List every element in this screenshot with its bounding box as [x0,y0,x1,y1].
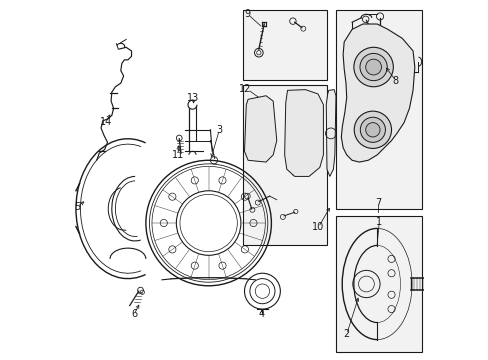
Circle shape [360,117,385,142]
Text: 5: 5 [74,202,80,212]
Polygon shape [244,96,276,162]
Text: 13: 13 [187,93,199,103]
Bar [335,216,421,352]
Circle shape [359,53,386,81]
Polygon shape [325,90,335,176]
Text: 2: 2 [343,329,349,339]
Text: 8: 8 [392,76,398,86]
Text: 3: 3 [216,125,222,135]
Text: 1: 1 [375,217,381,227]
Text: 12: 12 [239,84,251,94]
Bar [242,85,326,244]
Bar [242,10,326,80]
Circle shape [365,59,381,75]
Circle shape [353,47,392,87]
Text: 6: 6 [131,310,137,319]
Circle shape [365,123,379,137]
Text: 7: 7 [374,198,381,208]
Polygon shape [341,24,414,162]
Text: 10: 10 [312,222,324,232]
Text: 11: 11 [171,150,183,160]
Text: 9: 9 [244,9,250,19]
Text: 14: 14 [100,117,112,127]
Polygon shape [284,90,323,176]
Bar [335,10,421,209]
Circle shape [353,111,391,148]
Text: 4: 4 [258,310,264,319]
